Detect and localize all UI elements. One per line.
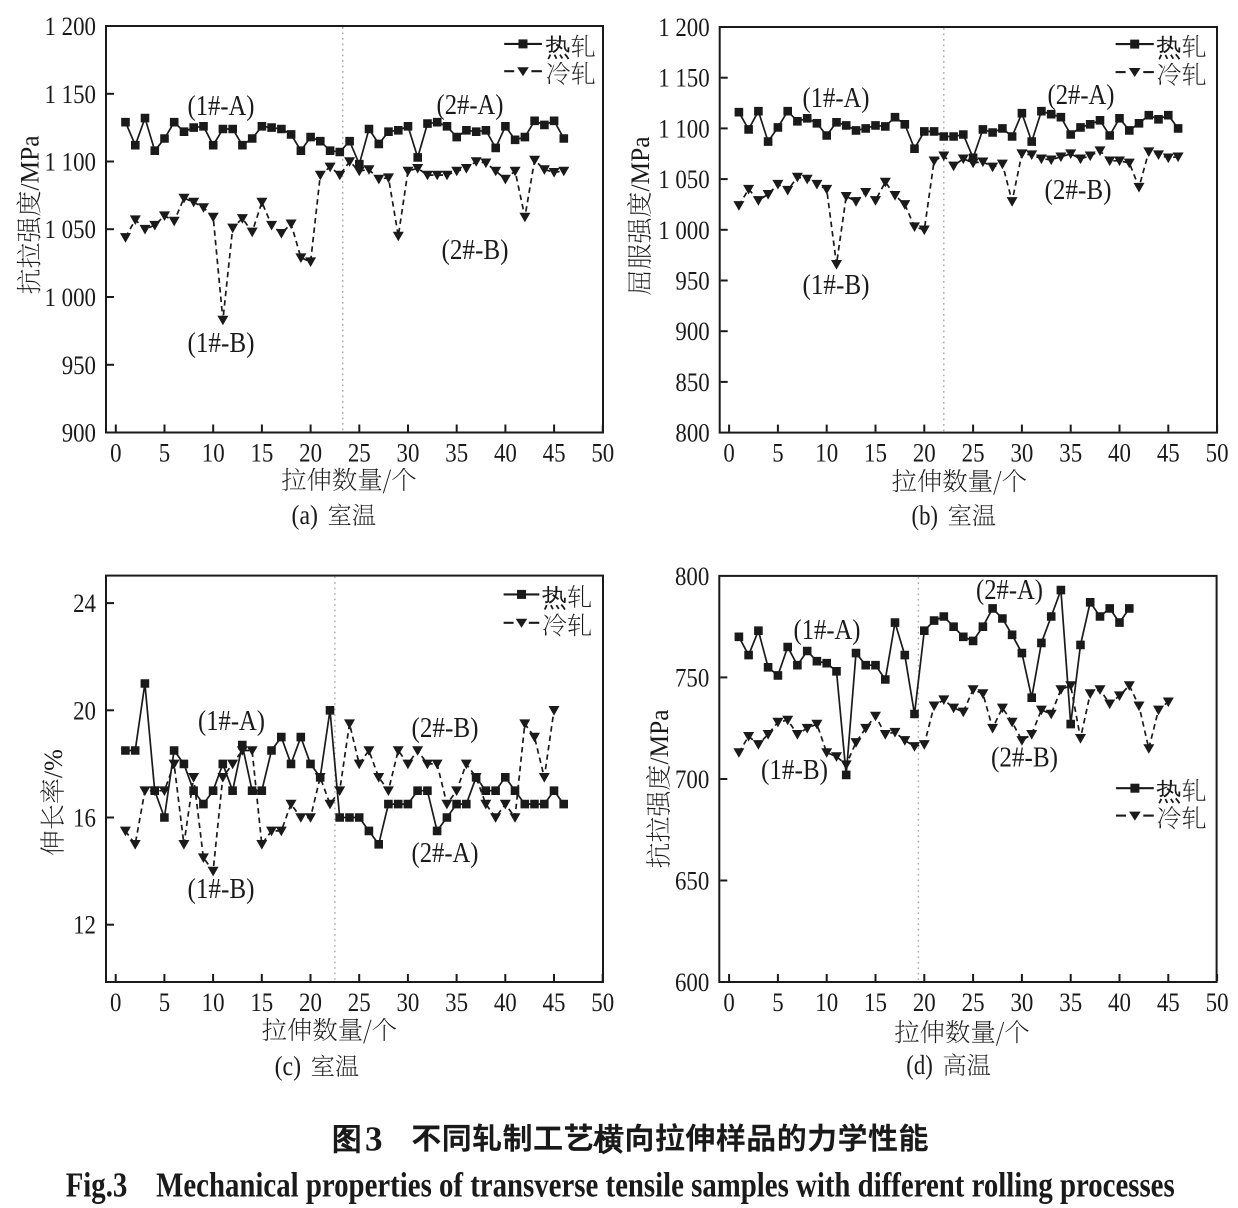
svg-text:50: 50: [1206, 439, 1229, 468]
svg-text:30: 30: [1010, 988, 1033, 1017]
svg-text:1 200: 1 200: [45, 12, 97, 41]
svg-text:950: 950: [675, 267, 709, 296]
svg-text:35: 35: [1059, 439, 1082, 468]
svg-text:5: 5: [772, 439, 783, 468]
svg-text:Fig.3 Mechanical properties: Fig.3 Mechanical properties of transvers…: [66, 1166, 1175, 1205]
svg-text:12: 12: [73, 911, 96, 940]
svg-text:(2#-B): (2#-B): [1045, 175, 1112, 206]
svg-text:(1#-B): (1#-B): [803, 270, 870, 301]
svg-text:950: 950: [62, 351, 96, 380]
svg-text:50: 50: [591, 988, 614, 1017]
svg-text:50: 50: [591, 439, 614, 468]
svg-text:1 050: 1 050: [45, 215, 97, 244]
svg-text:1 150: 1 150: [658, 64, 710, 93]
svg-text:20: 20: [299, 439, 322, 468]
svg-text:800: 800: [675, 562, 709, 591]
svg-text:20: 20: [913, 988, 936, 1017]
svg-text:0: 0: [110, 988, 121, 1017]
svg-text:45: 45: [543, 439, 566, 468]
svg-text:20: 20: [913, 439, 936, 468]
svg-text:(2#-A): (2#-A): [1048, 80, 1115, 111]
svg-text:/MPa: /MPa: [626, 136, 655, 191]
svg-text:1 000: 1 000: [658, 216, 710, 245]
svg-text:20: 20: [299, 988, 322, 1017]
svg-text:(d): (d): [906, 1050, 933, 1080]
svg-text:(1#-B): (1#-B): [761, 755, 828, 786]
svg-text:25: 25: [348, 988, 371, 1017]
svg-text:1 000: 1 000: [45, 283, 97, 312]
svg-text:650: 650: [675, 867, 709, 896]
svg-text:900: 900: [62, 419, 96, 448]
svg-text:(a): (a): [292, 500, 319, 530]
svg-text:20: 20: [73, 696, 96, 725]
svg-text:40: 40: [494, 439, 517, 468]
svg-text:800: 800: [675, 419, 709, 448]
svg-text:16: 16: [73, 804, 96, 833]
svg-text:35: 35: [1059, 988, 1082, 1017]
svg-text:1 050: 1 050: [658, 165, 710, 194]
svg-text:40: 40: [1108, 988, 1131, 1017]
svg-text:850: 850: [675, 368, 709, 397]
svg-text:0: 0: [723, 439, 734, 468]
svg-text:600: 600: [675, 968, 709, 997]
svg-text:15: 15: [864, 439, 887, 468]
svg-text:(2#-B): (2#-B): [442, 235, 509, 266]
svg-text:45: 45: [543, 988, 566, 1017]
svg-text:5: 5: [159, 439, 170, 468]
svg-text:10: 10: [202, 439, 225, 468]
svg-text:10: 10: [815, 439, 838, 468]
svg-text:0: 0: [110, 439, 121, 468]
svg-text:15: 15: [250, 988, 273, 1017]
svg-text:(1#-A): (1#-A): [188, 91, 255, 122]
svg-text:(1#-A): (1#-A): [794, 615, 861, 646]
svg-text:10: 10: [815, 988, 838, 1017]
svg-text:(c): (c): [275, 1051, 302, 1081]
svg-text:(1#-A): (1#-A): [198, 706, 265, 737]
svg-text:1 150: 1 150: [45, 80, 97, 109]
svg-text:40: 40: [494, 988, 517, 1017]
svg-text:(2#-A): (2#-A): [412, 838, 479, 869]
svg-text:35: 35: [445, 988, 468, 1017]
svg-text:0: 0: [723, 988, 734, 1017]
svg-text:1 100: 1 100: [45, 148, 97, 177]
svg-text:45: 45: [1157, 439, 1180, 468]
svg-text:(2#-A): (2#-A): [437, 90, 504, 121]
svg-text:(b): (b): [912, 500, 939, 530]
svg-text:(1#-B): (1#-B): [188, 328, 255, 359]
svg-text:15: 15: [250, 439, 273, 468]
svg-text:25: 25: [962, 439, 985, 468]
svg-text:30: 30: [397, 439, 420, 468]
svg-text:30: 30: [1010, 439, 1033, 468]
svg-text:(2#-B): (2#-B): [991, 743, 1058, 774]
svg-text:1 100: 1 100: [658, 114, 710, 143]
svg-text:25: 25: [962, 988, 985, 1017]
svg-text:40: 40: [1108, 439, 1131, 468]
svg-text:35: 35: [445, 439, 468, 468]
svg-text:/%: /%: [39, 749, 68, 778]
svg-text:700: 700: [675, 765, 709, 794]
svg-text:750: 750: [675, 663, 709, 692]
svg-text:25: 25: [348, 439, 371, 468]
svg-text:/MPa: /MPa: [16, 135, 45, 190]
svg-text:(2#-B): (2#-B): [412, 713, 479, 744]
svg-text:5: 5: [159, 988, 170, 1017]
svg-text:(1#-B): (1#-B): [188, 874, 255, 905]
svg-text:15: 15: [864, 988, 887, 1017]
svg-text:24: 24: [73, 589, 96, 618]
svg-text:50: 50: [1206, 988, 1229, 1017]
svg-text:(2#-A): (2#-A): [976, 575, 1043, 606]
svg-text:(1#-A): (1#-A): [803, 83, 870, 114]
svg-text:/MPa: /MPa: [645, 709, 674, 764]
svg-text:5: 5: [772, 988, 783, 1017]
svg-text:1 200: 1 200: [658, 13, 710, 42]
svg-text:900: 900: [675, 317, 709, 346]
svg-text:10: 10: [202, 988, 225, 1017]
svg-text:3: 3: [365, 1119, 383, 1158]
svg-text:45: 45: [1157, 988, 1180, 1017]
svg-text:30: 30: [396, 988, 419, 1017]
